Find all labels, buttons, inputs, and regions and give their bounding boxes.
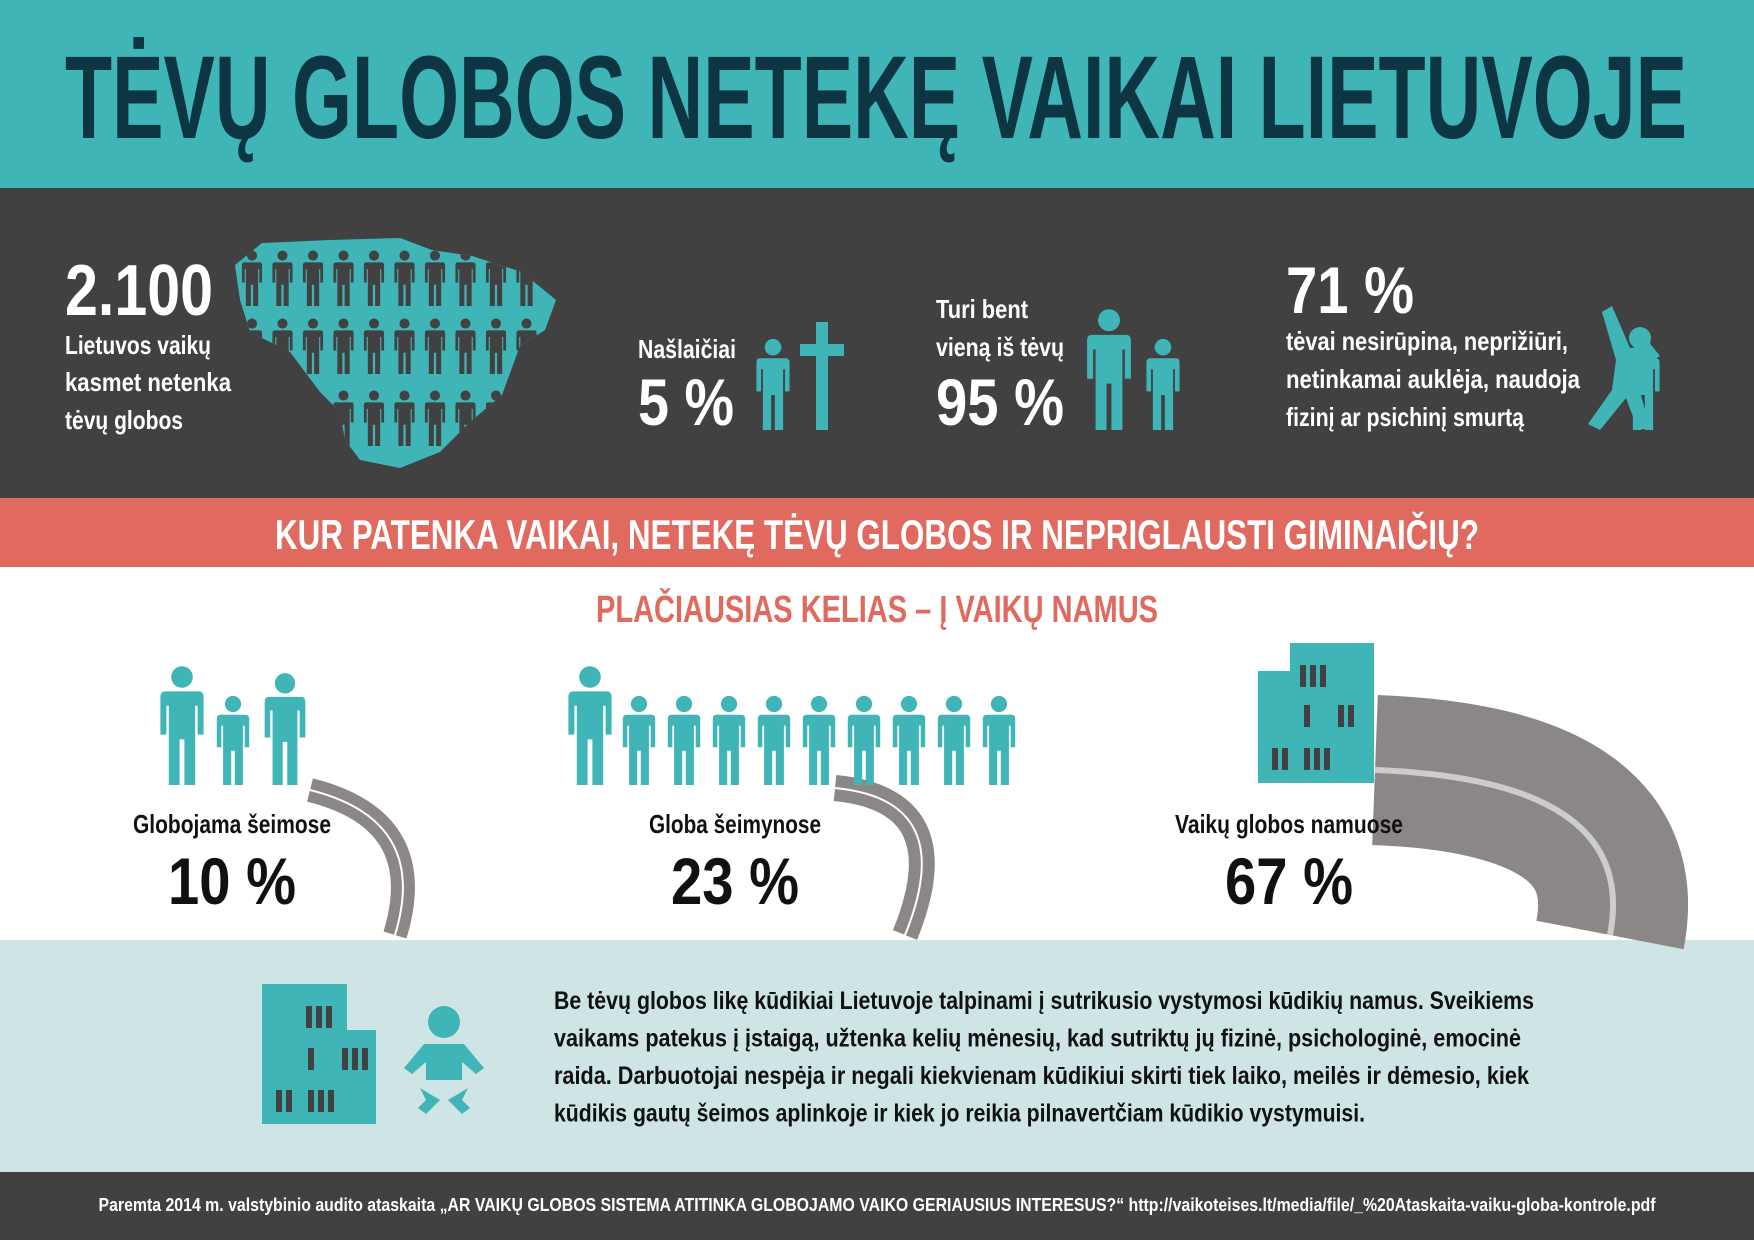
title: TĖVŲ GLOBOS NETEKĘ VAIKAI LIETUVOJE [65,32,1687,164]
stat-text: netinkamai auklėja, naudoja [1286,364,1580,394]
placement-value: 10 % [168,844,296,918]
header-band [0,0,1754,188]
placement-label: Globa šeimynose [649,809,821,839]
note: Be tėvų globos likę kūdikiai Lietuvoje t… [554,987,1534,1128]
stat-value: 5 % [638,365,734,439]
stat-text: fizinį ar psichinį smurtą [1286,402,1524,432]
placement-value: 67 % [1225,844,1353,918]
placement-value: 23 % [671,844,799,918]
note-line: Be tėvų globos likę kūdikiai Lietuvoje t… [554,987,1534,1015]
cross-icon [800,322,844,430]
note-line: vaikams patekus į įstaigą, užtenka kelių… [554,1025,1521,1053]
building-windows [276,1006,368,1112]
question-band [0,498,1754,567]
stat-text: vieną iš tėvų [936,332,1064,362]
note-line: raida. Darbuotojai nespėja ir negali kie… [554,1062,1529,1090]
footer-band [0,1172,1754,1240]
stat-text: Turi bent [936,294,1028,324]
baby-icon [404,1006,484,1114]
question: KUR PATENKA VAIKAI, NETEKĘ TĖVŲ GLOBOS I… [275,510,1479,558]
stat-text: tėvai nesirūpina, neprižiūri, [1286,326,1568,356]
placement-label: Vaikų globos namuose [1175,809,1403,839]
note-line: kūdikis gautų šeimos aplinkoje ir kiek j… [554,1100,1365,1128]
stat-value: 71 % [1286,253,1414,327]
placement-label: Globojama šeimose [133,809,331,839]
roads [306,695,1688,950]
stat-value: 95 % [936,365,1064,439]
stat-text: kasmet netenka [65,367,231,397]
building-windows [1272,665,1354,770]
stat-text: Lietuvos vaikų [65,330,211,360]
stat-text: tėvų globos [65,405,183,435]
stat-value: 2.100 [65,251,213,331]
source: Paremta 2014 m. valstybinio audito atask… [99,1195,1657,1215]
section-heading: PLAČIAUSIAS KELIAS – Į VAIKŲ NAMUS [596,586,1158,631]
stat-text: Našlaičiai [638,334,736,364]
